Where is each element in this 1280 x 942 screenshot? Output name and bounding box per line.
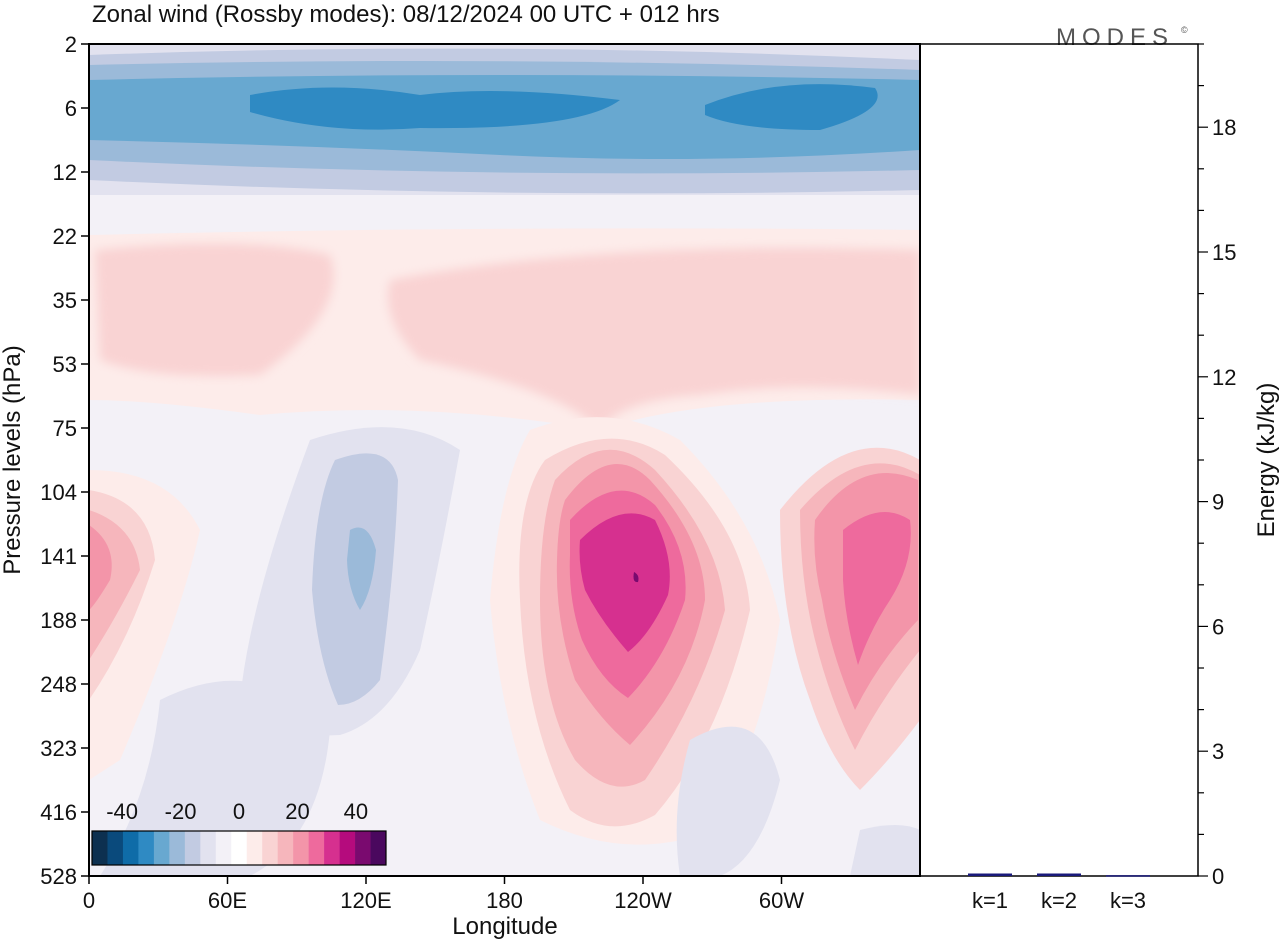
- bar-panel-frame: [919, 43, 1199, 877]
- colorbar-tick-label: 20: [285, 799, 309, 824]
- jet-right: [780, 447, 920, 790]
- colorbar: -40 -20 0 20 40: [91, 799, 387, 866]
- x-tick-label: 120W: [614, 888, 672, 913]
- colorbar-swatch: [169, 831, 186, 865]
- colorbar-swatch: [92, 831, 108, 865]
- energy-category-label: k=1: [972, 888, 1008, 913]
- y-tick-label: 35: [53, 288, 77, 313]
- colorbar-swatch: [215, 831, 232, 865]
- colorbar-swatch: [231, 831, 248, 865]
- y-tick-label: 2: [65, 32, 77, 57]
- y-tick-label: 188: [40, 608, 77, 633]
- colorbar-swatch: [324, 831, 340, 865]
- colorbar-swatch: [308, 831, 325, 865]
- lower-easterly-patch-far-right: [850, 825, 920, 876]
- colorbar-swatch: [355, 831, 371, 865]
- energy-tick-label: 3: [1212, 739, 1224, 764]
- energy-category-label: k=2: [1041, 888, 1077, 913]
- energy-bar-k1: [968, 873, 1012, 876]
- energy-tick-label: 0: [1212, 864, 1224, 889]
- energy-tick-label: 6: [1212, 614, 1224, 639]
- westerly-layer: [89, 228, 920, 430]
- y-tick-label: 528: [40, 864, 77, 889]
- x-tick-label: 60E: [208, 888, 247, 913]
- y-tick-label: 75: [53, 416, 77, 441]
- energy-axis-label: Energy (kJ/kg): [1253, 383, 1280, 538]
- y-tick-label: 6: [65, 96, 77, 121]
- energy-category-label: k=3: [1110, 888, 1146, 913]
- y-tick-label: 416: [40, 800, 77, 825]
- energy-tick-label: 15: [1212, 240, 1236, 265]
- lower-easterly-patch-left: [100, 680, 330, 876]
- colorbar-swatch: [277, 831, 294, 865]
- wind-field: [89, 44, 920, 876]
- easterly-band: [89, 44, 920, 217]
- x-tick-label: 60W: [759, 888, 804, 913]
- colorbar-swatch: [138, 831, 155, 865]
- colorbar-swatch: [153, 831, 170, 865]
- x-axis-label: Longitude: [452, 913, 557, 940]
- x-tick-label: 120E: [340, 888, 391, 913]
- jet-left: [89, 470, 200, 780]
- energy-axis: 0 3 6 9 12 15 18: [1198, 43, 1236, 889]
- x-tick-label: 180: [486, 888, 523, 913]
- logo-mark: ©: [1181, 25, 1188, 35]
- energy-tick-label: 12: [1212, 365, 1236, 390]
- colorbar-swatch: [262, 831, 278, 865]
- x-tick-label: 0: [83, 888, 95, 913]
- y-tick-label: 248: [40, 672, 77, 697]
- y-tick-label: 104: [40, 480, 77, 505]
- logo-text: MODES: [1056, 24, 1174, 51]
- colorbar-swatch: [107, 831, 124, 865]
- colorbar-tick-label: 0: [233, 799, 245, 824]
- energy-bar-k3: [1106, 875, 1150, 877]
- easterly-core: [240, 427, 460, 736]
- colorbar-tick-label: -40: [106, 799, 138, 824]
- chart-title: Zonal wind (Rossby modes): 08/12/2024 00…: [92, 1, 720, 28]
- y-tick-label: 53: [53, 352, 77, 377]
- colorbar-swatch: [200, 831, 217, 865]
- colorbar-tick-label: -20: [165, 799, 197, 824]
- colorbar-swatch: [122, 831, 139, 865]
- y-tick-label: 323: [40, 736, 77, 761]
- y-axis: 2 6 12 22 35 53 75 104 141 188 248 323 416 528: [40, 32, 89, 889]
- y-axis-label: Pressure levels (hPa): [0, 345, 26, 574]
- colorbar-tick-label: 40: [344, 799, 368, 824]
- energy-tick-label: 9: [1212, 490, 1224, 515]
- energy-bars: k=1 k=2 k=3: [968, 873, 1150, 913]
- y-tick-label: 141: [40, 544, 77, 569]
- y-tick-label: 12: [53, 160, 77, 185]
- energy-tick-label: 18: [1212, 115, 1236, 140]
- colorbar-swatch: [293, 831, 309, 865]
- colorbar-swatch: [370, 831, 387, 865]
- colorbar-frame: [91, 830, 387, 866]
- x-axis: 0 60E 120E 180 120W 60W: [83, 876, 804, 913]
- energy-bar-k2: [1037, 873, 1081, 876]
- colorbar-swatch: [184, 831, 201, 865]
- colorbar-swatch: [339, 831, 356, 865]
- colorbar-swatch: [246, 831, 263, 865]
- y-tick-label: 22: [53, 224, 77, 249]
- lower-easterly-patch-right: [676, 726, 780, 876]
